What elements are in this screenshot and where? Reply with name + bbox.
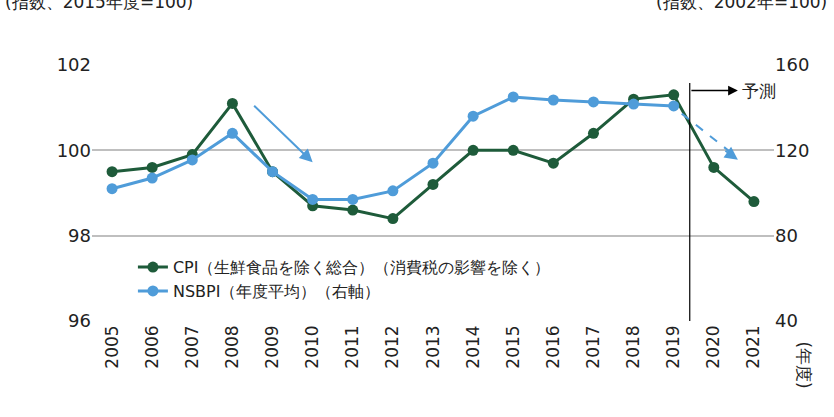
- svg-text:2011: 2011: [342, 325, 362, 368]
- svg-text:2012: 2012: [382, 325, 402, 368]
- svg-text:(年度): (年度): [794, 341, 814, 388]
- svg-text:2010: 2010: [302, 325, 322, 368]
- svg-text:2007: 2007: [182, 325, 202, 368]
- svg-text:2021: 2021: [743, 325, 763, 368]
- svg-text:2015: 2015: [503, 325, 523, 368]
- svg-text:120: 120: [775, 140, 809, 161]
- svg-text:2016: 2016: [543, 325, 563, 368]
- svg-text:96: 96: [68, 310, 91, 331]
- svg-text:2008: 2008: [222, 325, 242, 368]
- svg-text:40: 40: [775, 310, 798, 331]
- svg-text:CPI（生鮮食品を除く総合）（消費税の影響を除く）: CPI（生鮮食品を除く総合）（消費税の影響を除く）: [173, 258, 551, 277]
- svg-text:102: 102: [57, 54, 91, 75]
- svg-text:80: 80: [775, 225, 798, 246]
- svg-text:2017: 2017: [583, 325, 603, 368]
- svg-text:予測: 予測: [742, 81, 776, 101]
- svg-text:NSBPI（年度平均）（右軸）: NSBPI（年度平均）（右軸）: [173, 282, 380, 301]
- svg-text:2009: 2009: [262, 325, 282, 368]
- svg-text:2014: 2014: [463, 325, 483, 368]
- svg-text:(指数、2015年度=100): (指数、2015年度=100): [5, 0, 193, 12]
- svg-text:2019: 2019: [663, 325, 683, 368]
- svg-text:2018: 2018: [623, 325, 643, 368]
- svg-text:2013: 2013: [423, 325, 443, 368]
- svg-text:2020: 2020: [703, 325, 723, 368]
- svg-text:2006: 2006: [142, 325, 162, 368]
- svg-text:98: 98: [68, 225, 91, 246]
- svg-text:160: 160: [775, 54, 809, 75]
- svg-text:2005: 2005: [102, 325, 122, 368]
- svg-text:100: 100: [57, 140, 91, 161]
- svg-text:(指数、2002年=100): (指数、2002年=100): [656, 0, 827, 12]
